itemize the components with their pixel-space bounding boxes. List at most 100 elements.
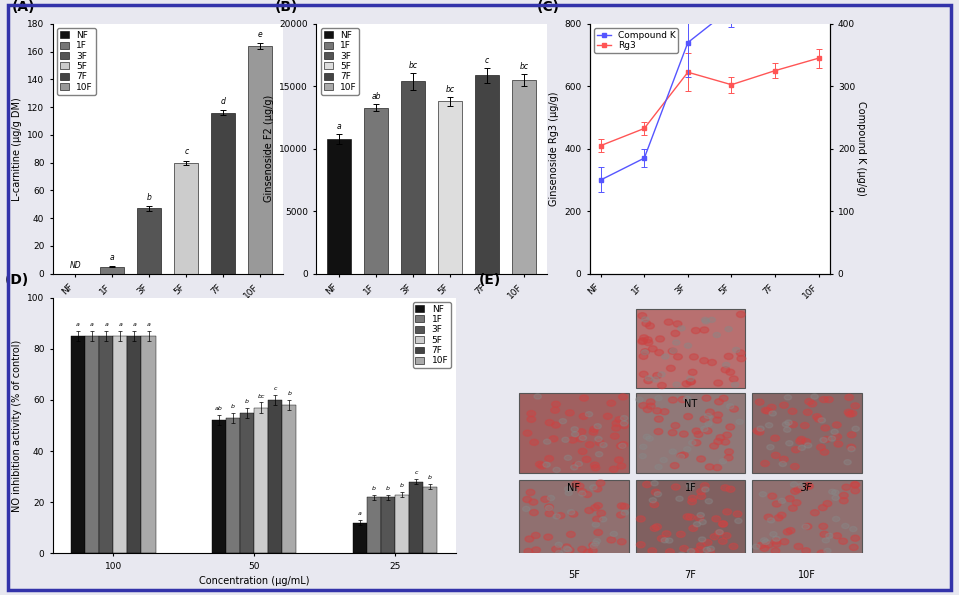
Circle shape (695, 547, 704, 553)
Circle shape (814, 416, 823, 422)
Circle shape (676, 496, 683, 502)
Circle shape (700, 327, 709, 333)
Circle shape (655, 349, 664, 356)
Circle shape (832, 533, 842, 539)
Circle shape (612, 420, 620, 427)
Circle shape (692, 428, 701, 434)
Circle shape (805, 399, 813, 405)
Circle shape (808, 401, 817, 407)
Circle shape (690, 354, 698, 360)
Circle shape (850, 527, 857, 531)
Circle shape (822, 436, 830, 443)
Circle shape (621, 510, 628, 515)
Circle shape (672, 340, 680, 345)
Circle shape (689, 440, 696, 446)
Circle shape (802, 524, 809, 529)
Circle shape (698, 537, 706, 542)
Circle shape (784, 529, 792, 535)
Circle shape (676, 531, 686, 537)
Circle shape (534, 394, 542, 399)
Bar (636, 480, 745, 560)
Circle shape (524, 549, 532, 555)
Bar (137, 208, 161, 274)
Text: c: c (414, 470, 418, 475)
Circle shape (700, 483, 709, 489)
Circle shape (565, 547, 574, 553)
Circle shape (708, 317, 715, 322)
Bar (175, 162, 199, 274)
Circle shape (642, 317, 649, 322)
Circle shape (639, 338, 647, 344)
Circle shape (671, 422, 680, 429)
Y-axis label: NO inhibition activity (% of control): NO inhibition activity (% of control) (12, 339, 22, 512)
Circle shape (821, 425, 830, 431)
Circle shape (579, 436, 587, 440)
Circle shape (693, 522, 701, 527)
Circle shape (551, 422, 560, 428)
Circle shape (726, 486, 735, 492)
Circle shape (705, 421, 713, 427)
Circle shape (735, 518, 742, 524)
Bar (101, 267, 125, 274)
Circle shape (642, 350, 648, 355)
Circle shape (713, 412, 722, 418)
Text: (B): (B) (275, 0, 298, 14)
Circle shape (820, 437, 827, 443)
Circle shape (646, 403, 655, 409)
Circle shape (790, 482, 798, 487)
Circle shape (553, 467, 560, 472)
Circle shape (713, 465, 722, 471)
Circle shape (637, 516, 645, 522)
Circle shape (617, 463, 626, 469)
Circle shape (662, 354, 669, 359)
Circle shape (688, 499, 696, 505)
Circle shape (696, 543, 705, 549)
Circle shape (791, 447, 800, 453)
Circle shape (653, 524, 662, 530)
Y-axis label: L-carnitine (μg/g DM): L-carnitine (μg/g DM) (12, 97, 22, 201)
Circle shape (525, 536, 534, 542)
Circle shape (589, 429, 597, 435)
Bar (226, 418, 240, 553)
Circle shape (538, 463, 547, 469)
Circle shape (645, 375, 652, 381)
Circle shape (678, 326, 685, 331)
Text: 3F: 3F (801, 483, 813, 493)
Circle shape (529, 439, 539, 446)
Circle shape (640, 335, 648, 341)
Circle shape (721, 485, 730, 491)
Circle shape (785, 441, 793, 446)
Circle shape (643, 434, 650, 439)
Bar (327, 139, 351, 274)
Circle shape (615, 457, 623, 463)
Circle shape (753, 428, 761, 434)
Circle shape (596, 452, 603, 457)
Circle shape (852, 426, 859, 431)
Circle shape (848, 432, 856, 438)
Circle shape (639, 402, 647, 409)
Circle shape (783, 422, 789, 427)
Circle shape (654, 416, 664, 422)
Circle shape (769, 411, 777, 416)
Circle shape (651, 489, 660, 495)
Circle shape (648, 346, 657, 352)
Circle shape (798, 445, 806, 450)
Circle shape (617, 512, 625, 518)
Text: c: c (184, 148, 189, 156)
Circle shape (774, 515, 783, 521)
Circle shape (643, 378, 652, 384)
Circle shape (689, 369, 697, 375)
Circle shape (846, 411, 854, 417)
Circle shape (578, 449, 587, 455)
Circle shape (594, 424, 601, 429)
Circle shape (650, 502, 659, 508)
Circle shape (609, 466, 619, 472)
Circle shape (653, 408, 662, 414)
Circle shape (589, 542, 597, 549)
Circle shape (831, 490, 839, 495)
Circle shape (725, 449, 734, 455)
Bar (753, 480, 862, 560)
Circle shape (691, 327, 700, 334)
Circle shape (844, 460, 852, 465)
Circle shape (686, 514, 694, 520)
